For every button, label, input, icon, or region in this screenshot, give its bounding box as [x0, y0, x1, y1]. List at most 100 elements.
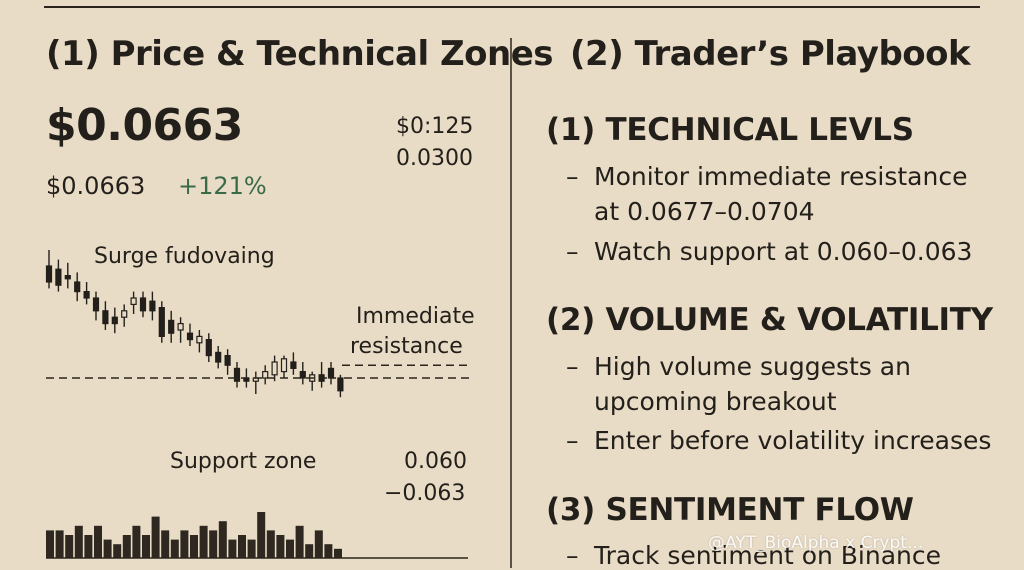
volume-bar: [161, 530, 170, 558]
volume-bar: [151, 516, 160, 558]
volume-bullet-1-line1: High volume suggests an: [594, 352, 911, 381]
candle: [290, 352, 297, 375]
candle-body: [168, 319, 175, 334]
bullet-marker: –: [566, 426, 579, 455]
candle-body: [45, 265, 53, 283]
bullet-marker: –: [566, 162, 579, 191]
bullet-marker: –: [566, 352, 579, 381]
candle: [64, 262, 71, 289]
current-price: $0.0663: [46, 100, 243, 151]
volume-bar: [266, 530, 275, 558]
bullet-marker: –: [566, 541, 579, 570]
candle-body: [92, 297, 100, 312]
candle-body: [262, 371, 269, 379]
column-divider: [510, 38, 512, 568]
volume-bar: [180, 530, 189, 558]
side-value-1: $0:125: [396, 114, 474, 139]
candle: [74, 272, 81, 302]
candle-body: [327, 367, 335, 379]
candle: [92, 291, 100, 321]
volume-bar: [295, 525, 304, 558]
left-section-title: (1) Price & Technical Zones: [46, 34, 554, 74]
candle: [158, 301, 165, 343]
sentiment-bullet-1: Track sentiment on Binance: [594, 541, 942, 570]
right-section-title: (2) Trader’s Playbook: [570, 34, 971, 74]
candle-body: [55, 268, 62, 286]
candle: [83, 282, 90, 305]
support-zone-label: Support zone: [170, 449, 317, 474]
volume-bar: [122, 535, 131, 558]
candle-body: [158, 306, 165, 337]
technical-bullet-1-line2: at 0.0677–0.0704: [594, 197, 815, 226]
candle: [168, 310, 175, 343]
candle-body: [111, 316, 118, 325]
candle: [121, 304, 128, 327]
candle: [252, 371, 259, 394]
top-rule: [44, 6, 980, 8]
volume-bar: [218, 521, 227, 558]
volume-bar: [228, 539, 237, 558]
volume-bar: [170, 539, 179, 558]
volume-bar: [132, 525, 141, 558]
candle: [55, 259, 62, 292]
volume-bar: [286, 539, 294, 558]
candle-body: [290, 361, 297, 370]
candle: [299, 362, 306, 385]
candle-body: [121, 310, 128, 318]
volume-bars: [46, 512, 342, 558]
volume-bullet-2: Enter before volatility increases: [594, 426, 992, 455]
candle-body: [205, 338, 212, 357]
volume-bar: [190, 535, 198, 558]
candle-body: [233, 367, 241, 382]
volume-bar: [209, 530, 218, 558]
technical-levels-heading: (1) TECHNICAL LEVLS: [546, 112, 914, 148]
candle: [327, 362, 335, 385]
volume-bar: [314, 530, 323, 558]
candle-body: [83, 290, 90, 299]
candle-body: [186, 332, 194, 341]
candle: [111, 307, 118, 334]
candle: [318, 362, 325, 388]
candle-body: [149, 300, 156, 312]
resistance-label-line2: resistance: [350, 334, 463, 359]
volume-bar: [305, 544, 314, 558]
volume-bar: [324, 544, 333, 558]
volume-bar: [334, 548, 342, 558]
volume-bar: [142, 535, 150, 558]
technical-bullet-2: Watch support at 0.060–0.063: [594, 237, 973, 266]
volume-bar: [94, 525, 102, 558]
volume-bar: [46, 530, 54, 558]
candle: [102, 301, 109, 330]
candle: [177, 317, 184, 343]
support-value-high: −0.063: [384, 481, 466, 506]
candle-body: [215, 351, 222, 363]
resistance-label-line1: Immediate: [356, 304, 475, 329]
candlestick-series: [45, 250, 344, 398]
sentiment-flow-heading: (3) SENTIMENT FLOW: [546, 492, 914, 528]
surge-label: Surge fudovaing: [94, 244, 275, 269]
candle: [262, 365, 269, 385]
candle: [271, 355, 278, 382]
candle-body: [299, 371, 306, 379]
technical-bullet-1-line1: Monitor immediate resistance: [594, 162, 968, 191]
bullet-marker: –: [566, 237, 579, 266]
candle-body: [102, 310, 109, 325]
support-value-low: 0.060: [404, 449, 467, 474]
candle-body: [280, 358, 288, 373]
candle: [130, 291, 137, 314]
candle-body: [64, 274, 71, 280]
volume-bar: [55, 530, 64, 558]
volume-bar: [113, 544, 122, 558]
volume-bar: [84, 535, 93, 558]
volume-volatility-heading: (2) VOLUME & VOLATILITY: [546, 302, 993, 338]
candle-body: [139, 297, 147, 312]
volume-bar: [199, 525, 208, 558]
candle-body: [177, 322, 184, 331]
price-change: +121%: [178, 172, 267, 200]
candle-body: [74, 281, 81, 293]
volume-bar: [65, 535, 74, 558]
volume-bar: [238, 535, 246, 558]
candle: [337, 374, 344, 398]
candle: [205, 333, 212, 362]
watermark: @AYT_BioAlpha x Crypt...: [708, 533, 924, 553]
